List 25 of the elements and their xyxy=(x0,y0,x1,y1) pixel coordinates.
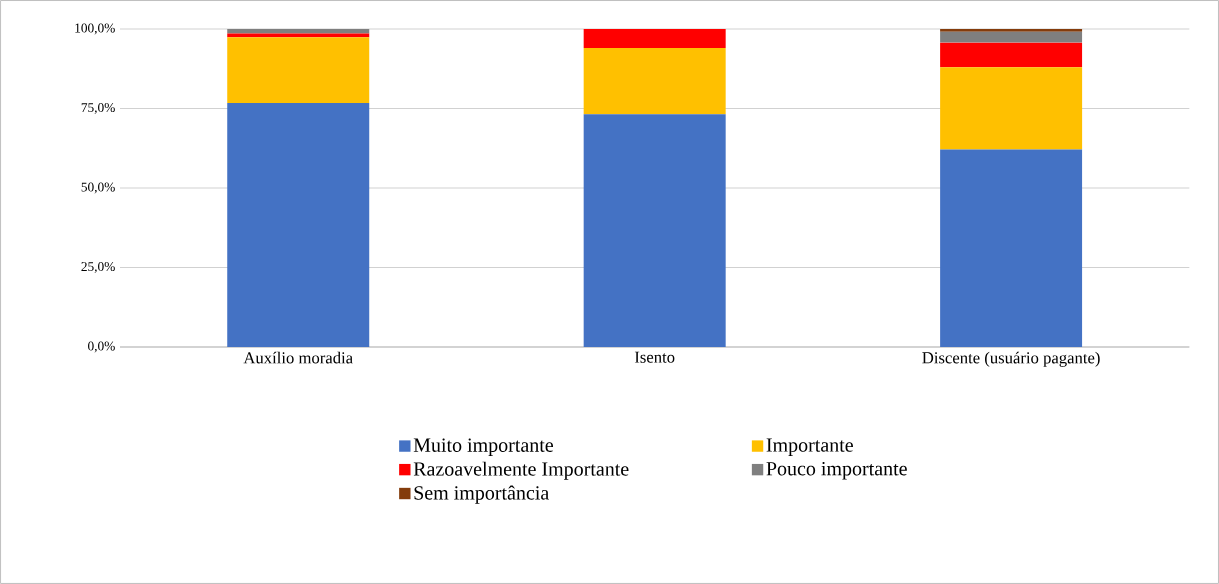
y-tick-label: 25,0% xyxy=(81,262,115,273)
bar xyxy=(227,37,370,104)
bar xyxy=(583,114,726,347)
x-tick-label: Auxílio moradia xyxy=(243,351,353,364)
y-tick-label: 0,0% xyxy=(88,341,115,353)
legend-label: Sem importância xyxy=(414,485,549,504)
y-tick-label: 100,0% xyxy=(75,23,115,35)
legend-label: Pouco importante xyxy=(766,462,907,480)
x-tick-label: Isento xyxy=(634,351,675,363)
legend-label: Importante xyxy=(766,438,853,456)
bar xyxy=(227,28,370,34)
bar xyxy=(940,149,1083,347)
bar xyxy=(583,48,726,115)
bar xyxy=(227,103,370,347)
y-tick-label: 75,0% xyxy=(81,103,115,114)
bar xyxy=(940,67,1083,150)
bar xyxy=(940,28,1083,32)
legend-label: Razoavelmente Importante xyxy=(413,461,629,480)
bar xyxy=(940,31,1083,43)
x-tick-label: Discente (usuário pagante) xyxy=(922,351,1100,367)
legend-label: Muito importante xyxy=(413,438,554,456)
bar xyxy=(940,42,1083,68)
bar xyxy=(227,33,370,38)
y-tick-label: 50,0% xyxy=(81,182,115,194)
bar xyxy=(583,28,726,49)
